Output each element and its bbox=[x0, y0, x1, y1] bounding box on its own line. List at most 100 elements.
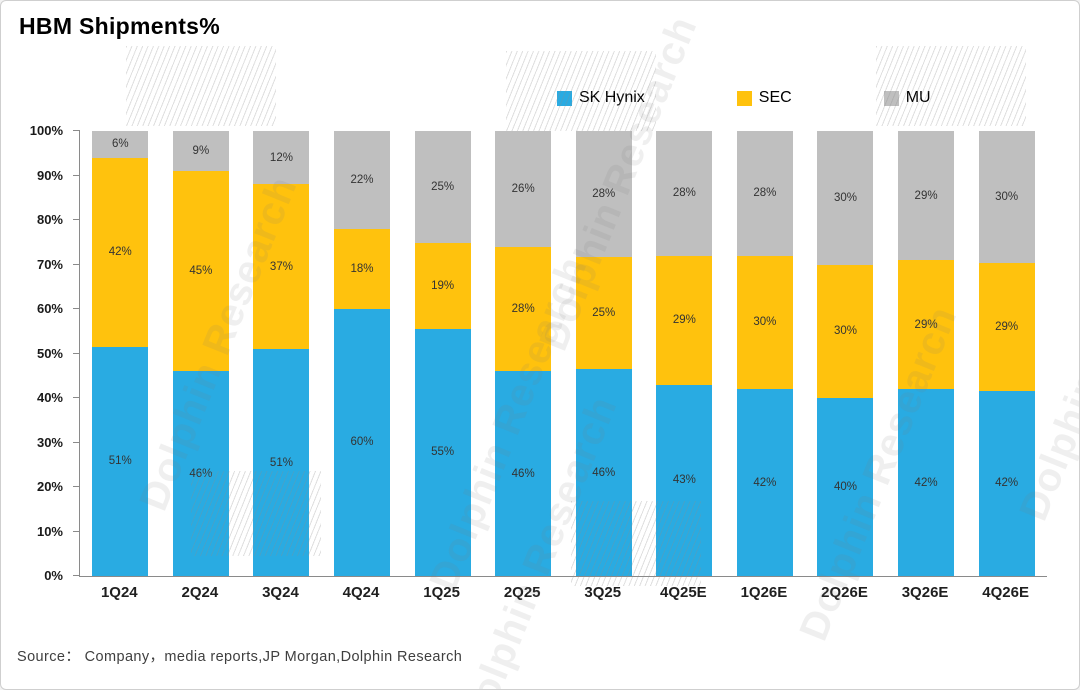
bar-segment-mu: 29% bbox=[898, 131, 955, 261]
bar-segment-sec: 29% bbox=[978, 263, 1035, 391]
source-note: Source： Company，media reports,JP Morgan,… bbox=[17, 649, 463, 665]
bar-segment-mu: 30% bbox=[817, 131, 874, 265]
stacked-bar: 28% 30% 42% bbox=[736, 131, 793, 576]
legend: SK Hynix SEC MU bbox=[557, 89, 931, 107]
bar-segment-sec: 28% bbox=[495, 246, 552, 372]
y-tick-mark bbox=[73, 397, 80, 398]
segment-value-label: 22% bbox=[350, 173, 374, 186]
x-tick-label: 4Q25E bbox=[659, 584, 707, 601]
y-tick-label: 0% bbox=[44, 568, 63, 583]
y-tick-mark bbox=[73, 441, 80, 443]
legend-swatch bbox=[883, 90, 899, 106]
chart-title: HBM Shipments% bbox=[19, 13, 220, 39]
y-tick-label: 100% bbox=[29, 123, 63, 138]
segment-value-label: 42% bbox=[995, 477, 1019, 490]
legend-swatch bbox=[736, 90, 752, 106]
bar-segment-sec: 42% bbox=[92, 157, 149, 347]
bar-segment-sk-hynix: 42% bbox=[736, 389, 793, 576]
x-tick-label: 2Q25 bbox=[503, 584, 541, 601]
y-tick-mark bbox=[73, 352, 80, 354]
legend-label: SEC bbox=[758, 89, 792, 106]
segment-value-label: 19% bbox=[431, 280, 455, 293]
y-tick-label: 50% bbox=[36, 345, 63, 361]
bar-segment-sk-hynix: 46% bbox=[172, 371, 229, 576]
x-tick-label: 4Q26E bbox=[982, 584, 1029, 601]
watermark-hatch bbox=[126, 46, 276, 126]
bar-segment-mu: 6% bbox=[92, 131, 149, 158]
bar-slot: 30% 29% 42% bbox=[966, 131, 1047, 576]
bar-segment-mu: 25% bbox=[414, 131, 471, 244]
x-tick-label: 3Q25 bbox=[584, 584, 622, 601]
bar-segment-sec: 37% bbox=[253, 184, 310, 350]
bar-slot: 25% 19% 55% bbox=[402, 131, 483, 576]
segment-value-label: 46% bbox=[592, 466, 616, 479]
segment-value-label: 40% bbox=[833, 481, 857, 493]
segment-value-label: 43% bbox=[672, 474, 696, 487]
segment-value-label: 29% bbox=[995, 321, 1019, 334]
segment-value-label: 51% bbox=[108, 455, 132, 468]
y-tick-mark bbox=[73, 575, 80, 576]
segment-value-label: 12% bbox=[269, 151, 293, 164]
bar-segment-sec: 29% bbox=[898, 260, 955, 390]
stacked-bar: 28% 25% 46% bbox=[575, 131, 632, 576]
segment-value-label: 29% bbox=[914, 318, 938, 331]
bar-slot: 26% 28% 46% bbox=[483, 131, 564, 576]
bar-segment-mu: 22% bbox=[334, 131, 391, 229]
legend-swatch bbox=[557, 90, 572, 106]
y-tick-mark bbox=[73, 308, 80, 309]
segment-value-label: 30% bbox=[833, 191, 857, 204]
segment-value-label: 25% bbox=[592, 307, 616, 320]
bar-segment-sk-hynix: 42% bbox=[898, 389, 955, 576]
segment-value-label: 26% bbox=[511, 182, 535, 195]
y-tick-label: 40% bbox=[36, 390, 63, 405]
stacked-bar: 30% 30% 40% bbox=[817, 131, 874, 576]
segment-value-label: 60% bbox=[350, 436, 374, 449]
x-tick-label: 1Q24 bbox=[100, 584, 138, 601]
y-axis-labels: 0% 10% 20% 30% 40% 50% 60% 70% 80% 90% 100% bbox=[1, 123, 73, 583]
segment-value-label: 29% bbox=[672, 314, 696, 327]
y-tick-label: 80% bbox=[36, 212, 63, 227]
stacked-bar: 28% 29% 43% bbox=[656, 131, 713, 576]
y-tick-mark bbox=[73, 130, 80, 131]
x-tick-label: 1Q26E bbox=[740, 584, 788, 601]
legend-label: MU bbox=[905, 89, 931, 106]
bar-slot: 28% 29% 43% bbox=[644, 131, 725, 576]
bar-slot: 12% 37% 51% bbox=[241, 131, 322, 576]
bar-segment-mu: 28% bbox=[656, 131, 713, 256]
stacked-bar: 25% 19% 55% bbox=[414, 131, 471, 576]
bar-segment-sk-hynix: 40% bbox=[817, 398, 874, 576]
x-tick-label: 1Q25 bbox=[423, 584, 460, 601]
bar-segment-mu: 12% bbox=[253, 131, 310, 185]
y-tick-label: 90% bbox=[36, 167, 63, 183]
bar-segment-mu: 28% bbox=[736, 131, 793, 256]
x-tick-label: 3Q26E bbox=[901, 584, 949, 601]
bar-segment-mu: 28% bbox=[575, 131, 632, 257]
plot-area: 6% 42% 51% 9% 45% 46% 12% 37% 51% 22% 18% 60% 25% 19%… bbox=[73, 130, 1047, 577]
legend-label: SK Hynix bbox=[579, 89, 645, 106]
watermark-hatch bbox=[876, 46, 1026, 126]
segment-value-label: 42% bbox=[108, 246, 132, 259]
x-tick-label: 4Q24 bbox=[342, 584, 380, 601]
segment-value-label: 30% bbox=[995, 191, 1019, 204]
bar-segment-sk-hynix: 46% bbox=[575, 369, 632, 576]
segment-value-label: 42% bbox=[753, 476, 777, 489]
bar-segment-sk-hynix: 42% bbox=[978, 390, 1035, 576]
bars-row: 6% 42% 51% 9% 45% 46% 12% 37% 51% 22% 18% 60% 25% 19%… bbox=[80, 131, 1047, 576]
bar-segment-sk-hynix: 60% bbox=[334, 308, 391, 576]
stacked-bar: 29% 29% 42% bbox=[898, 131, 955, 576]
stacked-bar: 12% 37% 51% bbox=[253, 131, 310, 576]
bar-segment-sec: 30% bbox=[736, 255, 793, 390]
legend-item-sk-hynix: SK Hynix bbox=[557, 89, 645, 107]
segment-value-label: 51% bbox=[269, 456, 293, 469]
bar-slot: 28% 30% 42% bbox=[725, 131, 806, 576]
segment-value-label: 28% bbox=[592, 187, 616, 200]
stacked-bar: 9% 45% 46% bbox=[172, 131, 229, 576]
bar-segment-sec: 19% bbox=[414, 243, 471, 329]
x-axis-labels: 1Q24 2Q24 3Q24 4Q24 1Q25 2Q25 3Q25 4Q25E 1Q26E 2Q… bbox=[79, 584, 1046, 601]
segment-value-label: 30% bbox=[753, 316, 777, 329]
y-tick-mark bbox=[73, 530, 80, 532]
segment-value-label: 30% bbox=[833, 325, 857, 338]
x-tick-label: 3Q24 bbox=[262, 584, 299, 601]
y-tick-label: 30% bbox=[36, 434, 63, 450]
bar-segment-sec: 30% bbox=[817, 264, 874, 398]
